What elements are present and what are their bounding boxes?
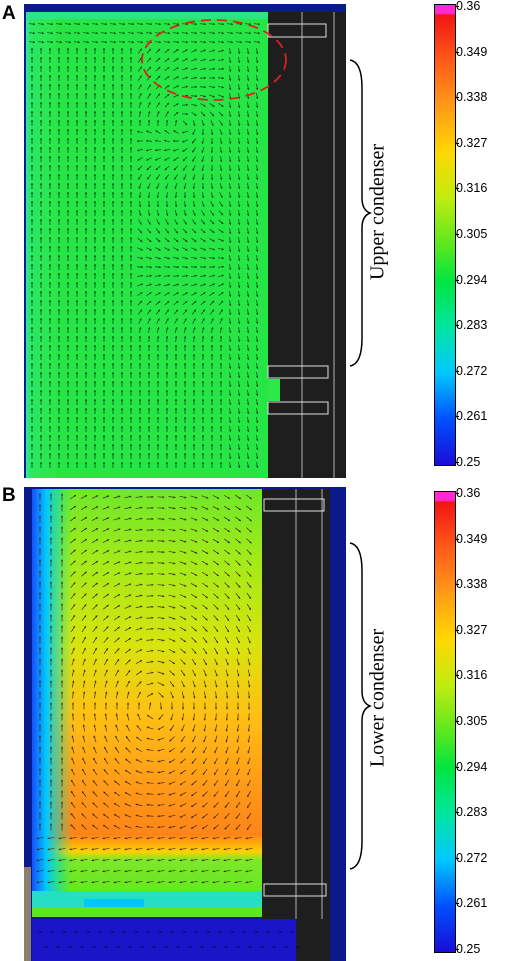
bottom-boundary-layer <box>32 891 280 907</box>
colorbar-tick-label: 0.36 <box>456 0 481 13</box>
colorbar-tick-label: 0.261 <box>456 896 488 911</box>
colorbar-tick-label: 0.294 <box>456 272 488 287</box>
colorbar-tick-label: 0.349 <box>456 44 488 59</box>
top-boundary-layer <box>26 12 270 19</box>
lower-pool <box>32 919 322 961</box>
colorbar-tick-label: 0.25 <box>456 942 481 956</box>
colorbar-tick-label: 0.349 <box>456 531 488 546</box>
colorbar-tick-label: 0.338 <box>456 577 488 592</box>
colorbar-tick-label: 0.25 <box>456 455 481 469</box>
colorbar-a <box>434 4 456 466</box>
condenser-outline-mid <box>267 365 329 379</box>
condenser-bracket-b <box>349 542 372 870</box>
fluid-region <box>26 12 270 478</box>
velocity-vectors-a <box>28 22 261 469</box>
condenser-block <box>268 12 346 478</box>
panel-label-a: A <box>2 3 16 24</box>
simulation-field-b: Z X <box>24 487 346 961</box>
condenser-outline-top <box>267 23 327 38</box>
colorbar-tick-label: 0.294 <box>456 759 488 774</box>
colorbar-tick-label: 0.316 <box>456 668 488 683</box>
colorbar-tick-label: 0.272 <box>456 850 488 865</box>
vortex-highlight <box>141 19 287 101</box>
condenser-label-a: Upper condenser <box>366 143 389 281</box>
condenser-label-b: Lower condenser <box>366 628 389 768</box>
colorbar-tick-label: 0.283 <box>456 805 488 820</box>
panel-label-b: B <box>2 485 16 506</box>
colorbar-tick-label: 0.327 <box>456 135 488 150</box>
colorbar-tick-label: 0.261 <box>456 409 488 424</box>
condenser-bracket-a <box>349 59 372 367</box>
condenser-outline-top <box>263 498 325 512</box>
colorbar-tick-label: 0.36 <box>456 486 481 500</box>
simulation-field-a: Z X <box>24 4 346 478</box>
colorbar-tick-label: 0.305 <box>456 714 488 728</box>
colorbar-tick-label: 0.327 <box>456 622 488 637</box>
colorbar-tick-label: 0.283 <box>456 318 488 333</box>
colorbar-tick-label: 0.305 <box>456 227 488 241</box>
velocity-vectors-b <box>36 493 300 949</box>
colorbar-tick-label: 0.272 <box>456 363 488 378</box>
colorbar-b <box>434 491 456 953</box>
condenser-outline-low <box>267 401 329 415</box>
colorbar-tick-label: 0.338 <box>456 90 488 105</box>
colorbar-tick-label: 0.316 <box>456 181 488 196</box>
condenser-outline-bottom <box>263 883 327 897</box>
